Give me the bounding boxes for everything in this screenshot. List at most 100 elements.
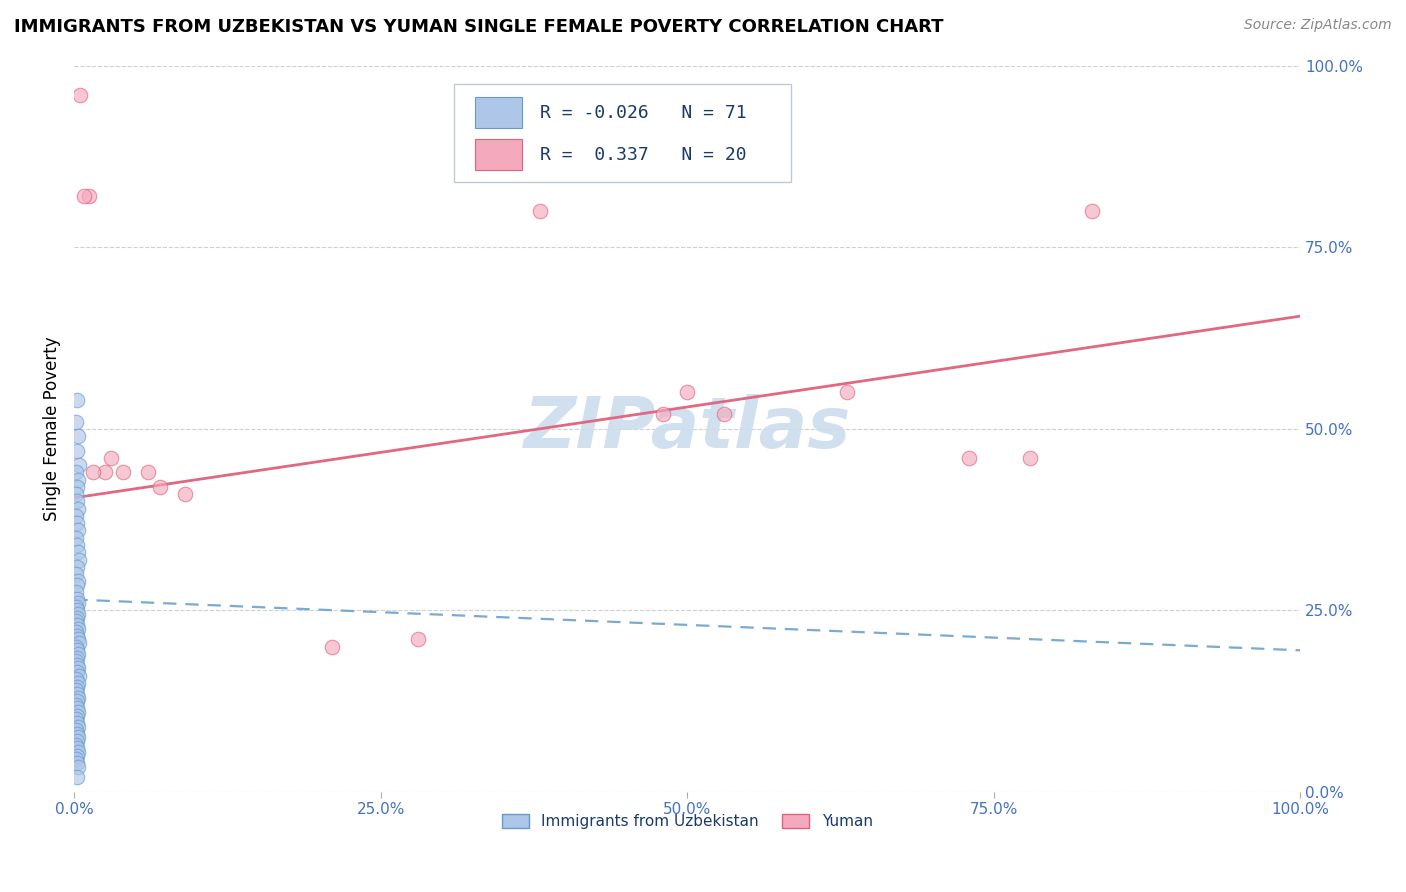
Point (82, 466, 104, 480)
Point (1080, 203, 1102, 218)
Point (651, 407, 673, 421)
Point (65, 752, 87, 766)
Point (66, 443, 89, 458)
Point (67, 636, 90, 650)
Point (69, 87, 91, 102)
Point (65, 640, 87, 654)
Text: IMMIGRANTS FROM UZBEKISTAN VS YUMAN SINGLE FEMALE POVERTY CORRELATION CHART: IMMIGRANTS FROM UZBEKISTAN VS YUMAN SING… (14, 18, 943, 36)
Point (66, 559, 89, 574)
Point (66, 574, 89, 589)
Point (66, 516, 89, 531)
Point (957, 450, 980, 465)
Point (66, 578, 89, 592)
Point (67, 552, 90, 566)
Point (112, 466, 135, 480)
Point (406, 632, 429, 647)
Point (100, 450, 122, 465)
Point (66, 734, 89, 748)
Point (66, 610, 89, 624)
FancyBboxPatch shape (475, 97, 522, 128)
Point (66, 592, 89, 607)
Legend: Immigrants from Uzbekistan, Yuman: Immigrants from Uzbekistan, Yuman (495, 807, 879, 835)
Point (1019, 450, 1042, 465)
Point (66, 705, 89, 719)
Point (66, 665, 89, 679)
Point (66, 676, 89, 690)
Point (136, 466, 159, 480)
Point (67, 458, 90, 472)
Point (65, 585, 87, 599)
Point (65, 738, 87, 752)
Point (66, 545, 89, 559)
Point (66, 643, 89, 657)
Point (66, 657, 89, 672)
Point (66, 501, 89, 516)
Text: R = -0.026   N = 71: R = -0.026 N = 71 (540, 103, 747, 122)
Point (66, 392, 89, 407)
Point (94, 466, 117, 480)
Point (66, 759, 89, 773)
Point (66, 596, 89, 610)
Point (676, 385, 699, 400)
Point (65, 683, 87, 698)
Point (66, 720, 89, 734)
Point (66, 632, 89, 647)
Point (66, 731, 89, 745)
Point (66, 494, 89, 508)
Point (65, 712, 87, 726)
Point (65, 673, 87, 687)
Point (66, 694, 89, 708)
Point (65, 415, 87, 429)
Point (66, 607, 89, 621)
Point (65, 654, 87, 668)
Point (321, 640, 343, 654)
Point (66, 715, 89, 730)
Point (66, 727, 89, 741)
Point (529, 203, 551, 218)
FancyBboxPatch shape (475, 139, 522, 170)
Point (65, 508, 87, 523)
Text: R =  0.337   N = 20: R = 0.337 N = 20 (540, 145, 747, 163)
Point (66, 708, 89, 723)
Text: ZIPatlas: ZIPatlas (523, 394, 851, 463)
Point (73, 189, 96, 203)
Point (66, 473, 89, 487)
Point (66, 680, 89, 694)
Point (66, 650, 89, 665)
Point (66, 687, 89, 701)
Point (65, 625, 87, 640)
Point (67, 669, 90, 683)
Point (66, 603, 89, 617)
Point (66, 748, 89, 763)
Point (65, 599, 87, 614)
Point (65, 567, 87, 582)
Point (66, 480, 89, 494)
Point (65, 531, 87, 545)
Point (66, 741, 89, 756)
Point (65, 614, 87, 628)
Point (66, 538, 89, 552)
Point (835, 385, 858, 400)
Point (65, 466, 87, 480)
Point (66, 745, 89, 759)
Point (66, 622, 89, 636)
Point (66, 701, 89, 715)
Point (66, 618, 89, 632)
Point (713, 407, 735, 421)
Point (66, 661, 89, 675)
Point (65, 487, 87, 501)
Point (66, 771, 89, 785)
Point (66, 629, 89, 643)
Point (66, 756, 89, 770)
Y-axis label: Single Female Poverty: Single Female Poverty (44, 336, 60, 521)
Point (66, 690, 89, 705)
Point (77, 189, 100, 203)
Point (66, 524, 89, 538)
Point (66, 647, 89, 661)
Point (65, 698, 87, 712)
Point (149, 480, 172, 494)
FancyBboxPatch shape (454, 84, 792, 182)
Point (65, 723, 87, 738)
Point (66, 429, 89, 443)
Point (173, 487, 195, 501)
